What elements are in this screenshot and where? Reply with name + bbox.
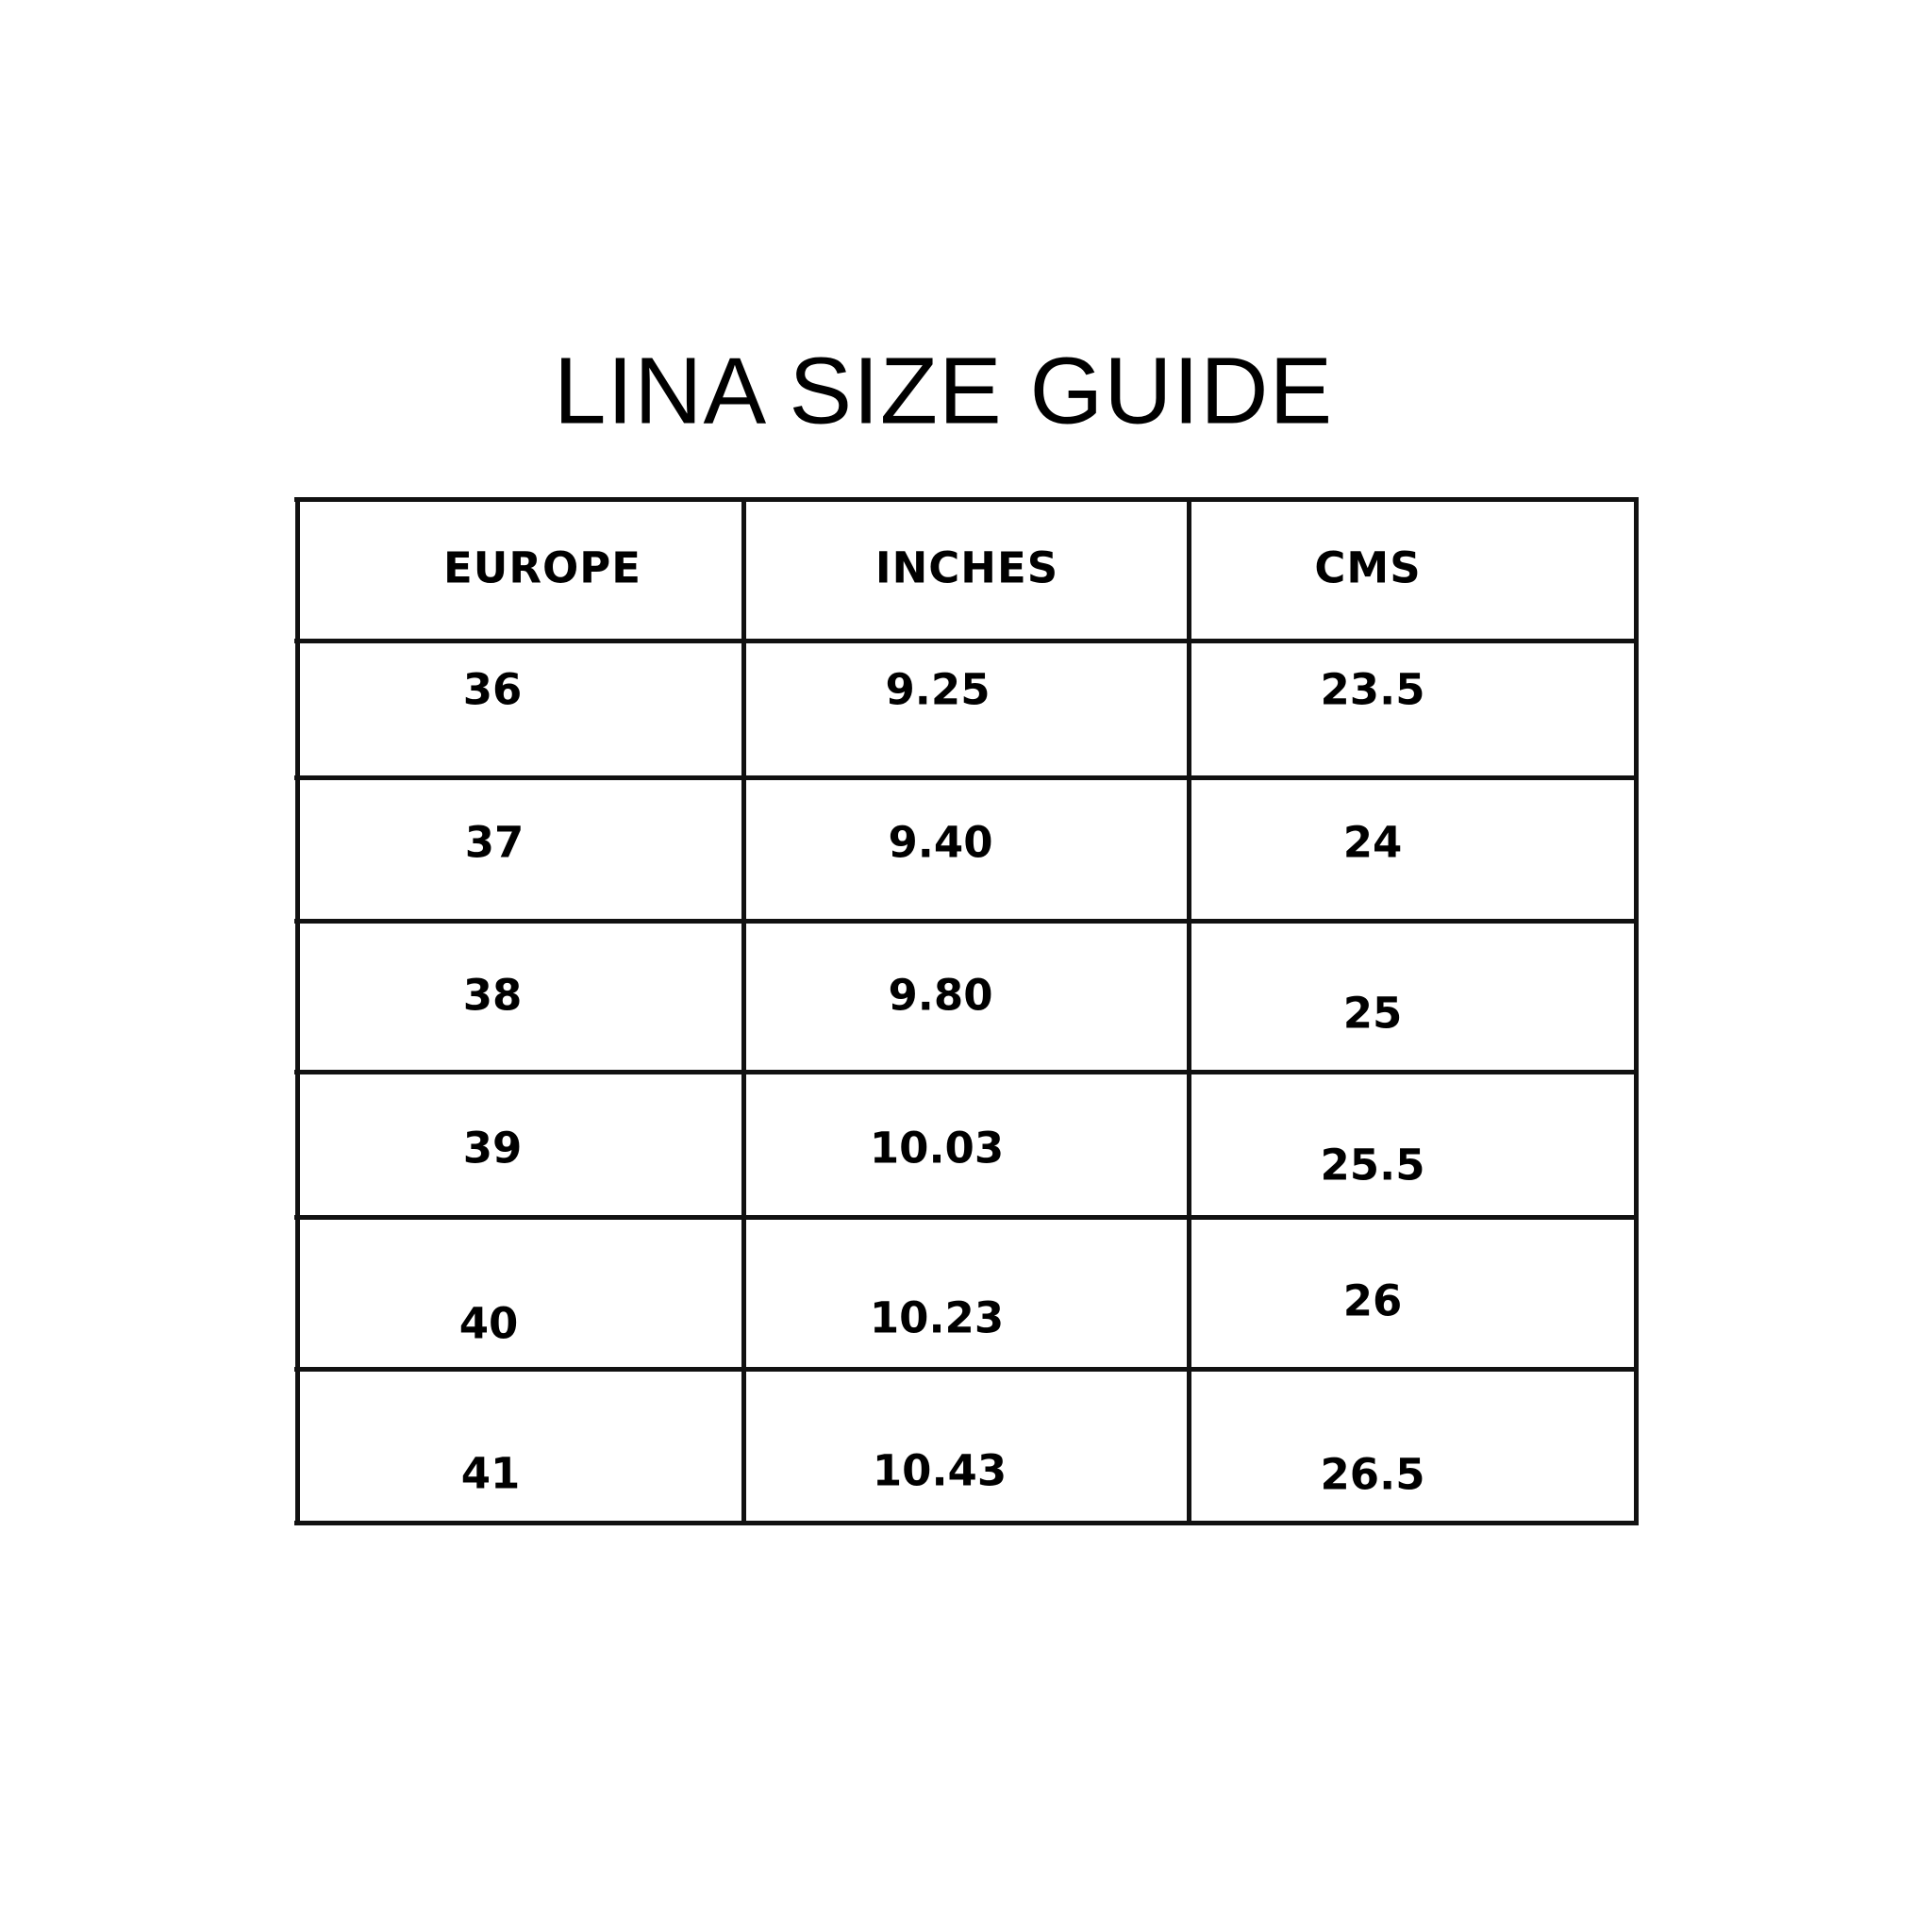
table-cell: 38: [462, 970, 523, 1021]
table-cell: 23.5: [1320, 664, 1425, 715]
table-cell: 10.03: [869, 1123, 1005, 1174]
table-cell: 9.40: [888, 817, 993, 868]
table-cell: 26.5: [1320, 1449, 1425, 1500]
table-cell: 25.5: [1320, 1140, 1425, 1191]
table-cell: 37: [464, 817, 525, 868]
column-header: INCHES: [874, 542, 1059, 593]
table-column-divider: [1634, 497, 1639, 1524]
table-cell: 39: [462, 1123, 523, 1174]
table-cell: 10.23: [869, 1292, 1005, 1343]
table-cell: 9.80: [888, 970, 993, 1021]
table-row-divider: [294, 775, 1639, 780]
column-header: CMS: [1314, 542, 1422, 593]
table-row-divider: [294, 919, 1639, 924]
table-cell: 10.43: [872, 1445, 1008, 1496]
table-row-divider: [294, 1367, 1639, 1372]
table-cell: 24: [1342, 817, 1403, 868]
column-header: EUROPE: [443, 542, 641, 593]
page-title: LINA SIZE GUIDE: [553, 338, 1334, 444]
table-cell: 26: [1342, 1275, 1403, 1326]
table-row-divider: [294, 1215, 1639, 1220]
table-column-divider: [1187, 497, 1191, 1524]
table-cell: 9.25: [885, 664, 991, 715]
table-row-divider: [294, 639, 1639, 643]
table-cell: 40: [458, 1298, 519, 1349]
table-column-divider: [295, 497, 300, 1524]
table-cell: 41: [460, 1448, 521, 1499]
table-cell: 36: [462, 664, 523, 715]
table-row-divider: [294, 1070, 1639, 1074]
table-row-divider: [294, 1521, 1639, 1525]
table-column-divider: [741, 497, 746, 1524]
table-row-divider: [294, 497, 1639, 502]
table-cell: 25: [1342, 988, 1403, 1039]
